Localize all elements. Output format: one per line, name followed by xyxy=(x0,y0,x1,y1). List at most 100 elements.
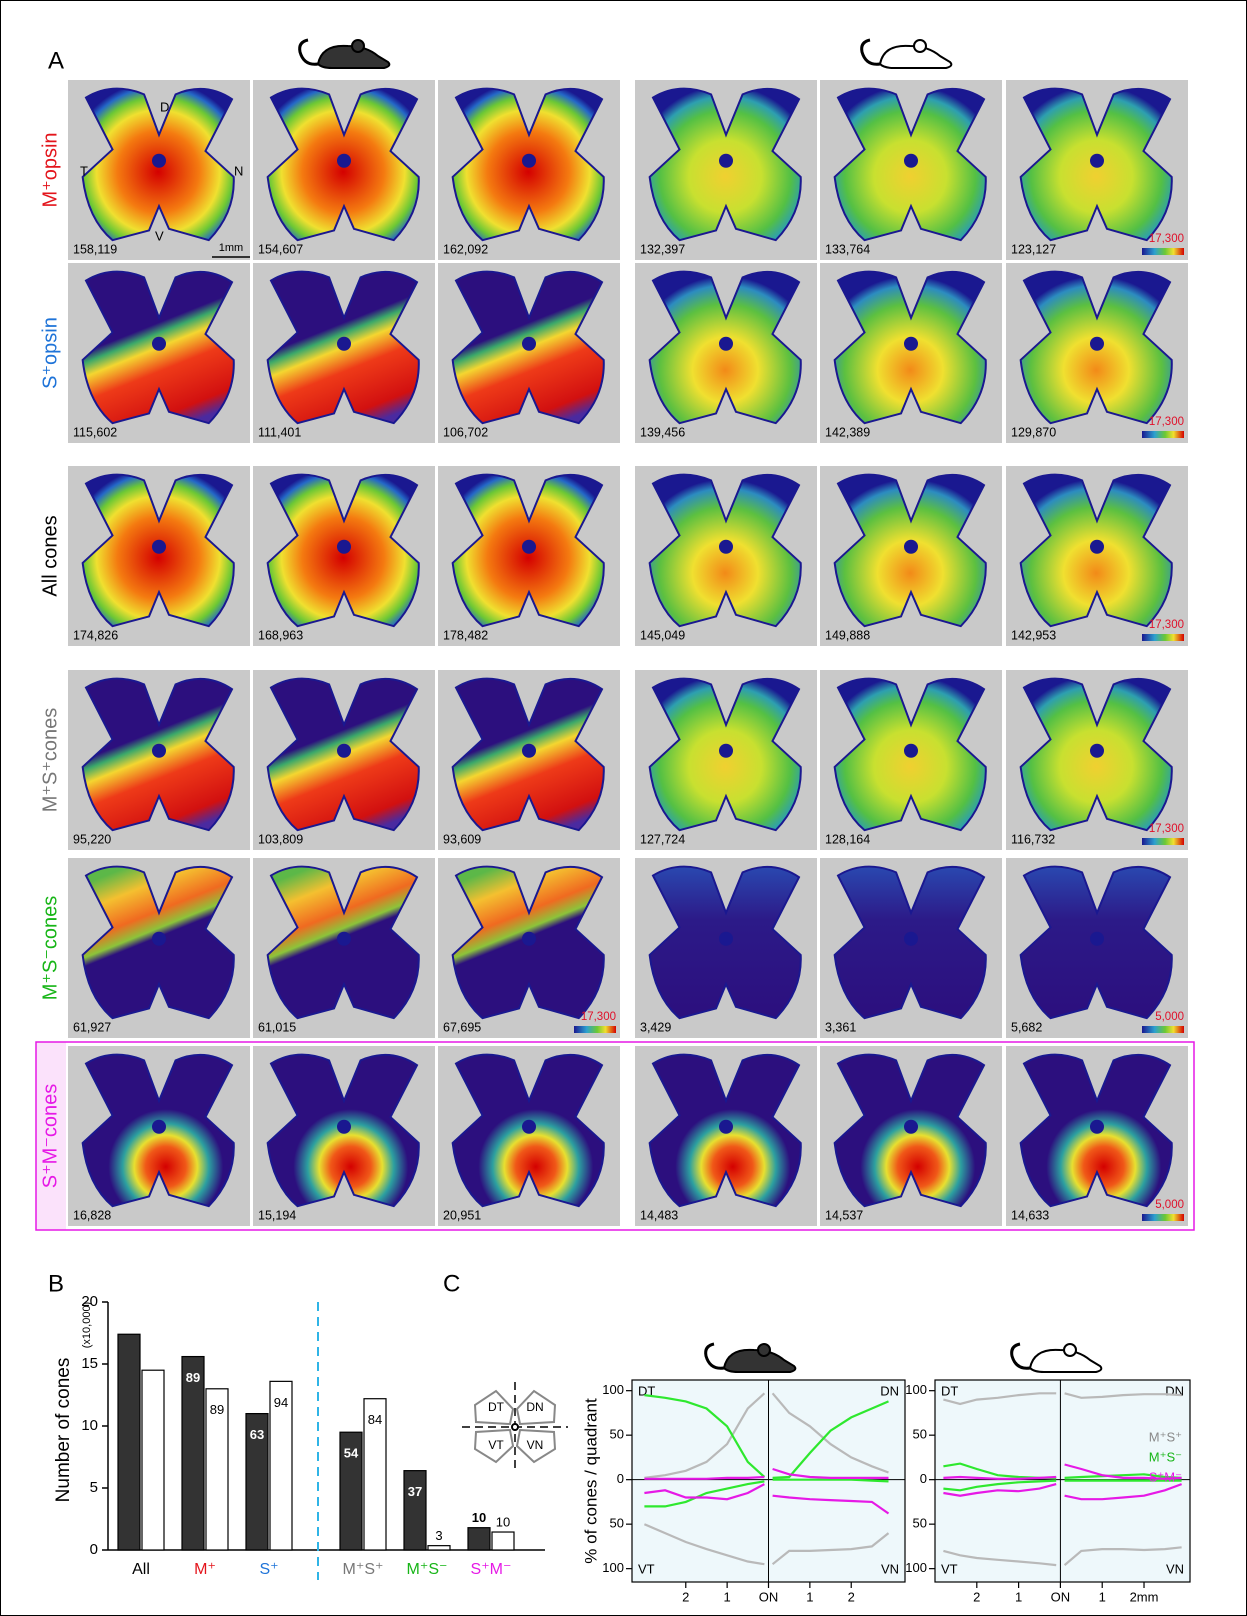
optic-nerve-head xyxy=(522,1120,536,1134)
quadrant-label: DN xyxy=(1165,1383,1184,1398)
y-tick-label: 15 xyxy=(81,1355,98,1372)
optic-nerve-head xyxy=(904,337,918,351)
color-scale xyxy=(574,1026,616,1033)
optic-nerve-head xyxy=(337,154,351,168)
optic-nerve-head xyxy=(1090,154,1104,168)
row-label: S⁺M⁻cones xyxy=(39,1084,61,1188)
bar xyxy=(492,1532,514,1550)
color-scale-label: 17,300 xyxy=(1149,416,1184,428)
cone-count: 3,361 xyxy=(825,1020,856,1034)
bar xyxy=(428,1546,450,1550)
y-tick-label: 50 xyxy=(610,1516,624,1531)
x-tick-label: S⁺ xyxy=(259,1561,278,1578)
optic-nerve-head xyxy=(337,744,351,758)
row-label: All cones xyxy=(39,515,61,596)
y-axis-label: % of cones / quadrant xyxy=(581,1398,600,1564)
color-scale xyxy=(1142,1026,1184,1033)
legend-entry: S⁺M⁻ xyxy=(1149,1469,1182,1484)
color-scale-label: 5,000 xyxy=(1155,1199,1184,1211)
cone-count: 168,963 xyxy=(258,628,303,642)
cone-count: 128,164 xyxy=(825,832,870,846)
y-tick-label: 0 xyxy=(617,1471,624,1486)
x-tick-label: 2 xyxy=(682,1589,689,1604)
color-scale-label: 17,300 xyxy=(1149,823,1184,835)
cone-count: 129,870 xyxy=(1011,425,1056,439)
quadrant-diagram xyxy=(462,1382,568,1472)
percent-label: 94 xyxy=(274,1395,288,1410)
y-axis-label: Number of cones xyxy=(53,1358,74,1503)
optic-nerve-head xyxy=(152,540,166,554)
color-scale-label: 5,000 xyxy=(1155,1011,1184,1023)
cone-count: 154,607 xyxy=(258,242,303,256)
cone-count: 61,927 xyxy=(73,1020,111,1034)
y-axis-unit: (x10,000) xyxy=(81,1302,93,1348)
rat-icon xyxy=(862,40,952,68)
quadrant-label: DN xyxy=(880,1383,899,1398)
cone-count: 16,828 xyxy=(73,1208,111,1222)
bar xyxy=(404,1471,426,1550)
optic-nerve-head xyxy=(719,932,733,946)
cone-count: 162,092 xyxy=(443,242,488,256)
optic-nerve-head xyxy=(719,154,733,168)
optic-nerve-head xyxy=(1090,744,1104,758)
optic-nerve-head xyxy=(904,932,918,946)
percent-label: 37 xyxy=(408,1484,422,1499)
mouse-icon xyxy=(300,40,390,68)
quadrant-label: VN xyxy=(1166,1561,1184,1576)
optic-nerve-head xyxy=(719,337,733,351)
y-tick-label: 5 xyxy=(90,1479,98,1496)
cone-count: 133,764 xyxy=(825,242,870,256)
optic-nerve-head xyxy=(522,932,536,946)
cone-count: 14,537 xyxy=(825,1208,863,1222)
optic-nerve-head xyxy=(522,744,536,758)
optic-nerve-head xyxy=(1090,337,1104,351)
y-tick-label: 100 xyxy=(905,1560,927,1575)
cone-count: 139,456 xyxy=(640,425,685,439)
cone-count: 15,194 xyxy=(258,1208,296,1222)
cone-count: 111,401 xyxy=(258,425,301,439)
orientation-label: N xyxy=(234,163,243,178)
x-tick-label: M⁺ xyxy=(194,1561,216,1578)
panel-label: B xyxy=(48,1270,64,1297)
percent-label: 63 xyxy=(250,1427,264,1442)
cone-count: 14,633 xyxy=(1011,1208,1049,1222)
color-scale-label: 17,300 xyxy=(581,1011,616,1023)
bar xyxy=(468,1528,490,1550)
x-tick-label: S⁺M⁻ xyxy=(471,1561,512,1578)
cone-count: 178,482 xyxy=(443,628,488,642)
cone-count: 127,724 xyxy=(640,832,685,846)
bar xyxy=(182,1357,204,1550)
cone-count: 106,702 xyxy=(443,425,488,439)
optic-nerve-head xyxy=(337,337,351,351)
x-tick-label: All xyxy=(132,1561,150,1578)
y-tick-label: 0 xyxy=(90,1541,98,1558)
optic-nerve-head xyxy=(152,337,166,351)
color-scale-label: 17,300 xyxy=(1149,619,1184,631)
quadrant-label: VT xyxy=(941,1561,958,1576)
optic-nerve-head xyxy=(719,1120,733,1134)
optic-nerve-head xyxy=(719,540,733,554)
y-tick-label: 50 xyxy=(610,1427,624,1442)
quadrant-label: VN xyxy=(881,1561,899,1576)
cone-count: 3,429 xyxy=(640,1020,671,1034)
bar xyxy=(142,1370,164,1550)
percent-label: 10 xyxy=(496,1514,510,1529)
x-tick-label: 1 xyxy=(1099,1589,1106,1604)
bar xyxy=(118,1334,140,1550)
cone-count: 93,609 xyxy=(443,832,481,846)
y-tick-label: 100 xyxy=(602,1560,624,1575)
optic-nerve-head xyxy=(1090,540,1104,554)
optic-nerve-head xyxy=(337,932,351,946)
cone-count: 132,397 xyxy=(640,242,685,256)
orientation-label: T xyxy=(80,163,88,178)
cone-count: 142,389 xyxy=(825,425,870,439)
legend-entry: M⁺S⁻ xyxy=(1149,1449,1182,1464)
x-tick-label: ON xyxy=(759,1589,779,1604)
cone-count: 61,015 xyxy=(258,1020,296,1034)
optic-nerve-head xyxy=(522,540,536,554)
mouse-icon xyxy=(706,1344,796,1372)
optic-nerve-head xyxy=(1090,1120,1104,1134)
cone-count: 115,602 xyxy=(73,425,117,439)
row-label: M⁺S⁻cones xyxy=(39,896,61,1000)
orientation-label: D xyxy=(160,99,169,114)
